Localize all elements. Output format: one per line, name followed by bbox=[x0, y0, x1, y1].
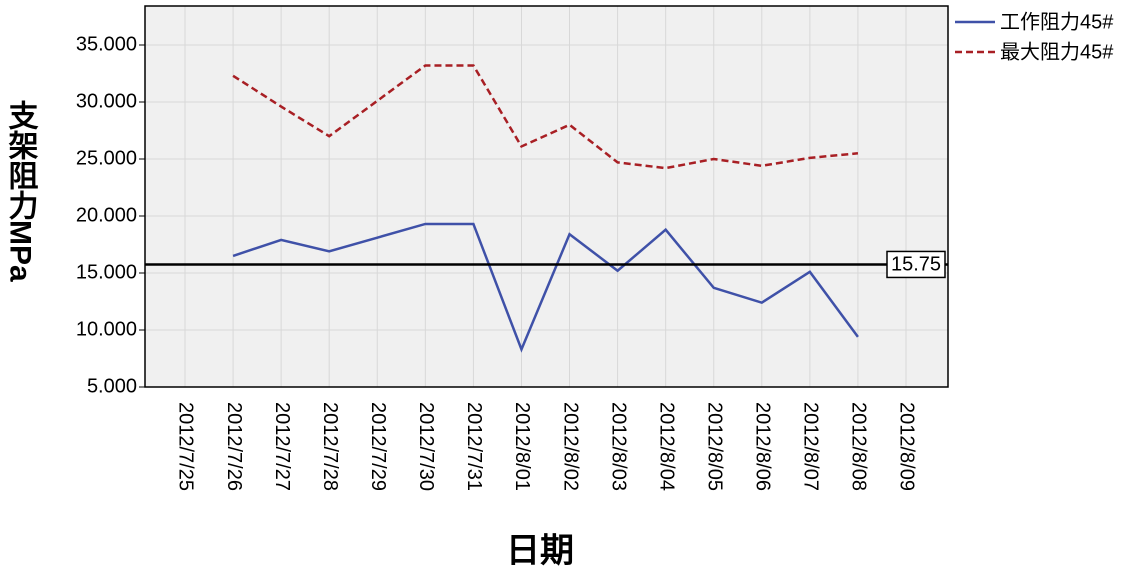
y-axis-label: 支架阻力MPa bbox=[4, 100, 39, 282]
reference-label: 15.75 bbox=[891, 254, 941, 276]
x-tick-label: 2012/8/06 bbox=[752, 402, 774, 491]
x-tick-label: 2012/7/30 bbox=[415, 402, 437, 491]
legend-label: 最大阻力45# bbox=[1000, 40, 1114, 63]
series-line bbox=[232, 222, 859, 353]
legend-label: 工作阻力45# bbox=[1000, 10, 1114, 33]
x-tick-label: 2012/7/25 bbox=[175, 402, 197, 491]
x-tick-label: 2012/7/28 bbox=[319, 402, 341, 491]
y-tick-label: 25.000 bbox=[76, 147, 137, 169]
plot-area bbox=[145, 6, 948, 387]
x-tick-label: 2012/8/04 bbox=[655, 402, 677, 491]
series-line bbox=[232, 64, 859, 170]
x-tick-label: 2012/8/08 bbox=[848, 402, 870, 491]
x-tick-label: 2012/8/07 bbox=[800, 402, 822, 491]
y-tick-label: 35.000 bbox=[76, 33, 137, 55]
x-tick-label: 2012/7/27 bbox=[271, 402, 293, 491]
x-tick-label: 2012/8/03 bbox=[607, 402, 629, 491]
x-tick-label: 2012/7/31 bbox=[463, 402, 485, 491]
reference-label-box bbox=[886, 250, 946, 279]
y-tick-label: 10.000 bbox=[76, 318, 137, 340]
y-tick-label: 15.000 bbox=[76, 261, 137, 283]
y-tick-label: 20.000 bbox=[76, 204, 137, 226]
x-tick-label: 2012/8/09 bbox=[896, 402, 918, 491]
x-tick-label: 2012/7/26 bbox=[223, 402, 245, 491]
x-tick-label: 2012/8/02 bbox=[559, 402, 581, 491]
y-tick-label: 5.000 bbox=[87, 375, 137, 397]
x-tick-label: 2012/8/05 bbox=[703, 402, 725, 491]
x-tick-label: 2012/7/29 bbox=[367, 402, 389, 491]
x-axis-label: 日期 bbox=[506, 532, 574, 569]
x-tick-label: 2012/8/01 bbox=[511, 402, 533, 491]
plot-frame bbox=[144, 5, 949, 388]
y-tick-label: 30.000 bbox=[76, 90, 137, 112]
